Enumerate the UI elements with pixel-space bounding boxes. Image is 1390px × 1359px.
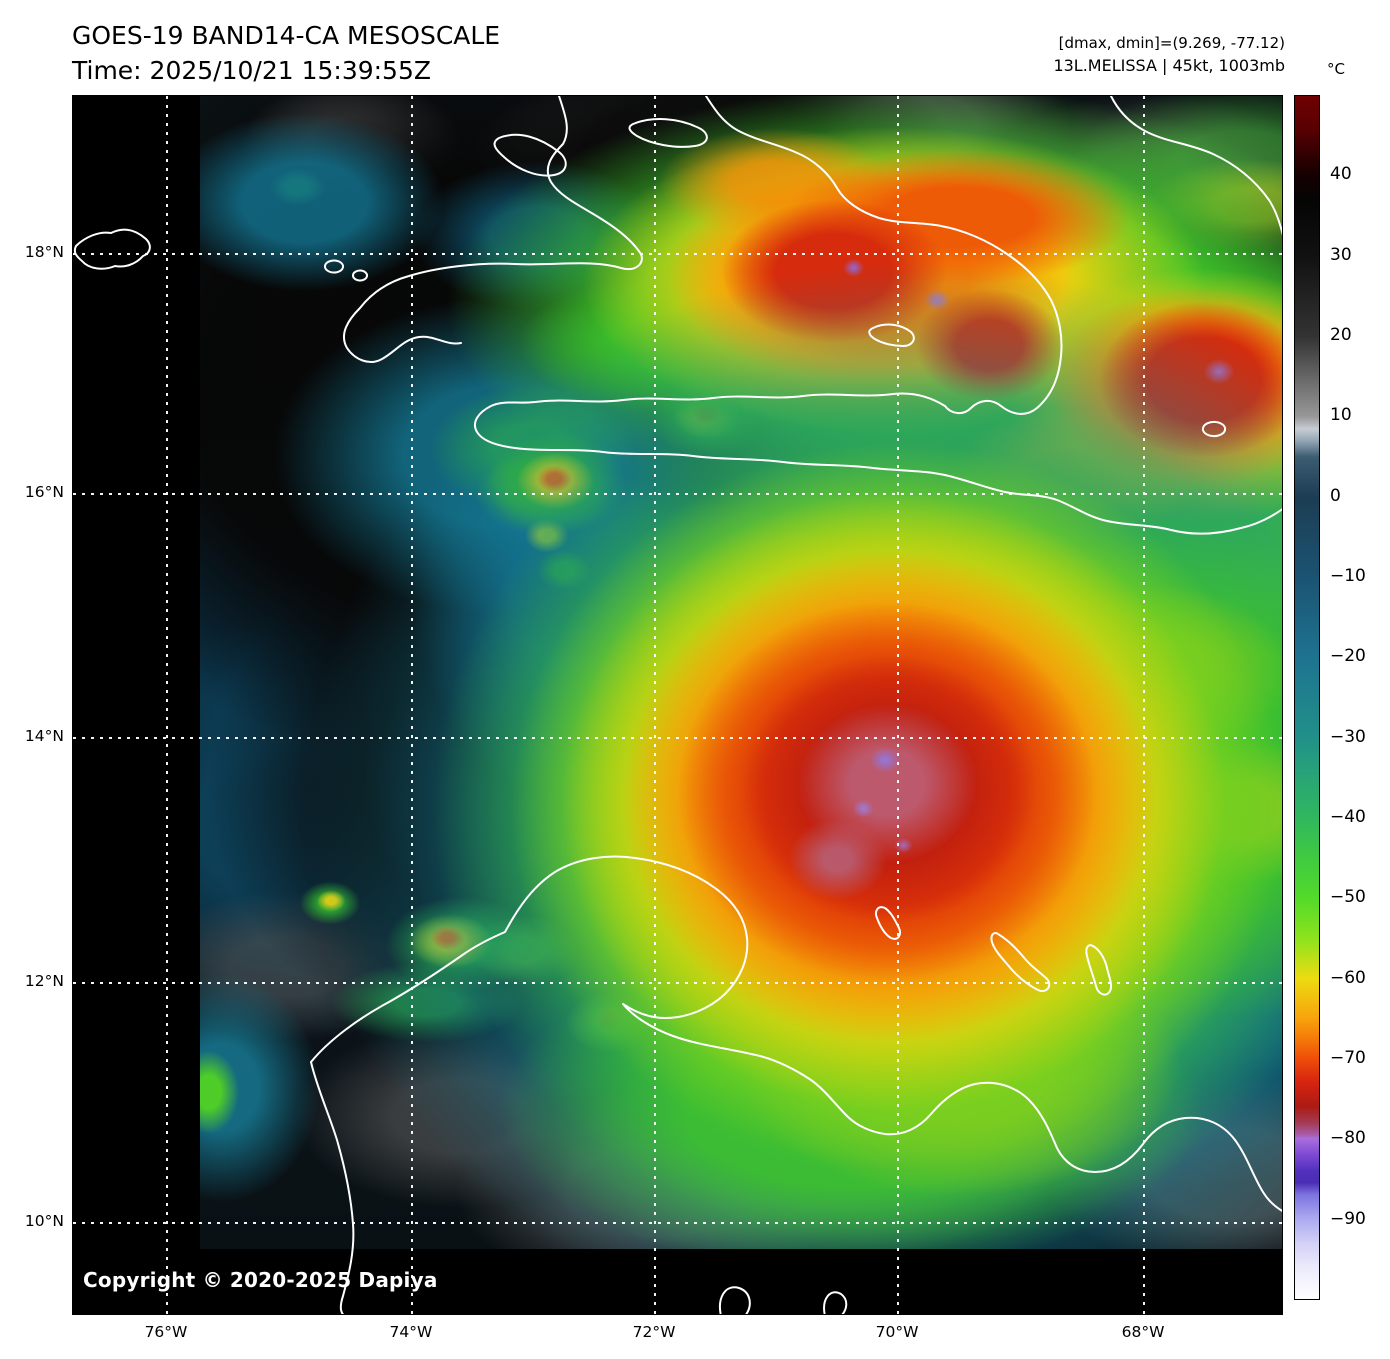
info-block: [dmax, dmin]=(9.269, -77.12) 13L.MELISSA… xyxy=(1053,32,1285,77)
lon-tick-label: 68°W xyxy=(1121,1323,1165,1341)
coastline-aruba xyxy=(875,906,901,940)
coastline-south-america xyxy=(310,855,1282,1212)
coastline-maracaibo-2 xyxy=(823,1291,848,1314)
lat-tick-label: 16°N xyxy=(24,482,64,501)
colorbar-tick-label: 10 xyxy=(1330,405,1352,426)
gridline-lat xyxy=(73,492,1282,495)
coastline-hispaniola xyxy=(473,96,1282,535)
gridline-lat xyxy=(73,1222,1282,1225)
colorbar-tick-label: −50 xyxy=(1330,887,1366,908)
coastline-cuba xyxy=(342,96,643,363)
colorbar-tick-label: 30 xyxy=(1330,244,1352,265)
coastline-cay-1 xyxy=(324,259,344,274)
colorbar-tick-label: −30 xyxy=(1330,726,1366,747)
colorbar-tick-label: 20 xyxy=(1330,325,1352,345)
gridline-lon xyxy=(410,96,413,1314)
colorbar-tick-label: −60 xyxy=(1330,967,1366,988)
colorbar-tick-label: −20 xyxy=(1330,646,1366,667)
colorbar-tick-label: 40 xyxy=(1330,164,1352,185)
coastline-bonaire xyxy=(1085,944,1113,996)
timestamp: Time: 2025/10/21 15:39:55Z xyxy=(72,56,431,85)
coastline-maracaibo-1 xyxy=(719,1286,751,1314)
gridline-lat xyxy=(73,981,1282,984)
colorbar-tick-label: −80 xyxy=(1330,1128,1366,1149)
gridline-lat xyxy=(73,736,1282,739)
coastline-lake-enriquillo xyxy=(1201,420,1227,438)
storm-status-label: 13L.MELISSA | 45kt, 1003mb xyxy=(1053,56,1285,75)
lon-tick-label: 70°W xyxy=(875,1323,919,1341)
gridline-lat xyxy=(73,252,1282,255)
lat-tick-label: 10°N xyxy=(24,1212,64,1231)
colorbar xyxy=(1294,95,1320,1300)
lon-tick-label: 76°W xyxy=(144,1323,188,1341)
lon-tick-label: 72°W xyxy=(632,1323,676,1341)
data-range-label: [dmax, dmin]=(9.269, -77.12) xyxy=(1058,34,1285,52)
gridline-lon xyxy=(1143,96,1145,1314)
lat-tick-label: 14°N xyxy=(24,726,64,745)
coastline-cay-2 xyxy=(352,269,368,282)
colorbar-tick-label: −90 xyxy=(1330,1208,1366,1229)
colorbar-tick-label: −10 xyxy=(1330,566,1366,586)
gridline-lon xyxy=(897,96,900,1314)
coastlines-svg xyxy=(73,96,1282,1314)
title-block: GOES-19 BAND14-CA MESOSCALE Time: 2025/1… xyxy=(72,18,500,88)
colorbar-tick-label: −40 xyxy=(1330,807,1366,827)
colorbar-gradient xyxy=(1295,96,1319,1299)
colorbar-tick-label: −70 xyxy=(1330,1048,1366,1068)
coastline-gonave xyxy=(868,323,915,347)
coastline-jamaica xyxy=(73,228,151,270)
copyright-label: Copyright © 2020-2025 Dapiya xyxy=(83,1268,438,1292)
coastline-colombia-south xyxy=(310,1061,355,1314)
coastline-curacao xyxy=(990,932,1051,992)
lon-tick-label: 74°W xyxy=(389,1323,433,1341)
map-panel: Copyright © 2020-2025 Dapiya xyxy=(72,95,1283,1315)
coastline-cuba-lagoon xyxy=(493,133,567,177)
gridline-lon xyxy=(165,96,168,1314)
coastline-tortuga xyxy=(628,118,708,148)
lat-tick-label: 18°N xyxy=(24,242,64,261)
colorbar-unit-label: °C xyxy=(1327,60,1345,78)
lat-tick-label: 12°N xyxy=(24,971,64,990)
colorbar-tick-label: 0 xyxy=(1330,485,1341,506)
coastline-hispaniola-ne xyxy=(1110,96,1282,236)
page-title: GOES-19 BAND14-CA MESOSCALE xyxy=(72,21,501,50)
gridline-lon xyxy=(654,96,656,1314)
